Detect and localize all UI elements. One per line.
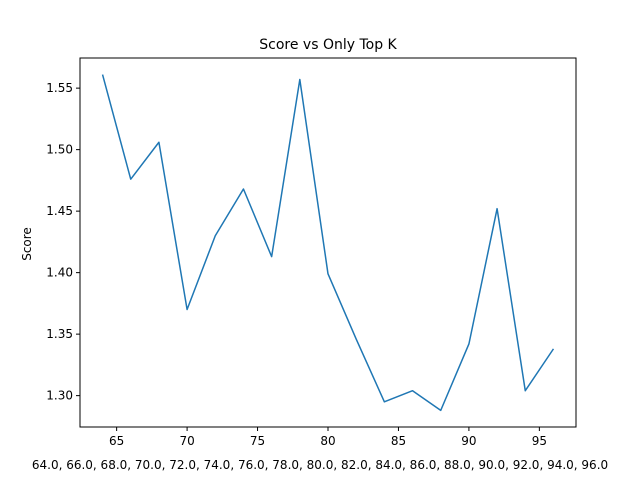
y-axis: 1.30 1.35 1.40 1.45 1.50 1.55 [46,81,80,403]
x-tick-label: 65 [109,434,124,448]
y-tick-label: 1.45 [46,204,73,218]
y-tick-label: 1.35 [46,327,73,341]
y-tick-label: 1.50 [46,143,73,157]
y-axis-label: Score [20,227,34,261]
x-axis: 65 70 75 80 85 90 95 [109,427,547,448]
y-tick-label: 1.40 [46,266,73,280]
plot-area [101,74,555,412]
chart-title: Score vs Only Top K [259,37,397,53]
x-tick-label: 95 [532,434,547,448]
y-tick-label: 1.55 [46,81,73,95]
x-tick-label: 80 [320,434,335,448]
y-tick-label: 1.30 [46,389,73,403]
x-tick-label: 85 [391,434,406,448]
x-tick-label: 70 [179,434,194,448]
plot-frame [79,57,577,428]
series-line [101,74,555,412]
x-tick-label: 75 [250,434,265,448]
x-tick-label: 90 [461,434,476,448]
x-axis-label: 64.0, 66.0, 68.0, 70.0, 72.0, 74.0, 76.0… [32,458,608,472]
